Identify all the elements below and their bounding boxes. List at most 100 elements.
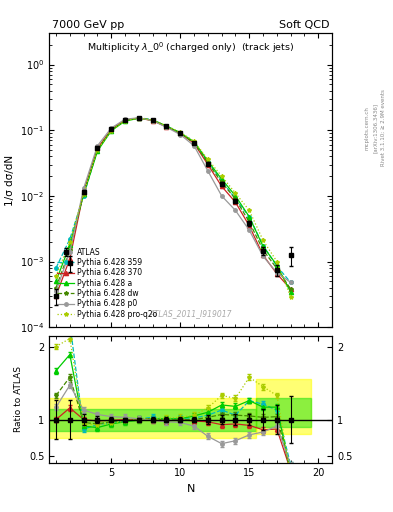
Pythia 6.428 359 bbox=[81, 193, 86, 199]
Pythia 6.428 dw bbox=[136, 115, 141, 121]
Pythia 6.428 pro-q2o bbox=[95, 147, 100, 153]
Pythia 6.428 dw bbox=[275, 266, 279, 272]
Pythia 6.428 p0 bbox=[68, 249, 72, 255]
Pythia 6.428 p0 bbox=[178, 132, 183, 138]
Pythia 6.428 pro-q2o bbox=[109, 127, 114, 134]
Line: Pythia 6.428 pro-q2o: Pythia 6.428 pro-q2o bbox=[54, 116, 293, 299]
Pythia 6.428 359 bbox=[275, 263, 279, 269]
Pythia 6.428 370 bbox=[136, 115, 141, 121]
Pythia 6.428 370 bbox=[288, 286, 293, 292]
Legend: ATLAS, Pythia 6.428 359, Pythia 6.428 370, Pythia 6.428 a, Pythia 6.428 dw, Pyth: ATLAS, Pythia 6.428 359, Pythia 6.428 37… bbox=[56, 246, 159, 321]
Pythia 6.428 dw bbox=[123, 117, 127, 123]
Pythia 6.428 370 bbox=[150, 118, 155, 124]
Pythia 6.428 dw bbox=[288, 286, 293, 292]
Pythia 6.428 a bbox=[275, 262, 279, 268]
Text: [arXiv:1306.3436]: [arXiv:1306.3436] bbox=[373, 103, 378, 153]
Pythia 6.428 370 bbox=[275, 271, 279, 277]
Pythia 6.428 pro-q2o bbox=[68, 239, 72, 245]
Text: ATLAS_2011_I919017: ATLAS_2011_I919017 bbox=[149, 309, 232, 318]
Pythia 6.428 a bbox=[206, 158, 210, 164]
Pythia 6.428 370 bbox=[109, 126, 114, 133]
Pythia 6.428 359 bbox=[123, 118, 127, 124]
Pythia 6.428 dw bbox=[150, 117, 155, 123]
Line: Pythia 6.428 dw: Pythia 6.428 dw bbox=[54, 116, 293, 291]
Pythia 6.428 pro-q2o bbox=[275, 259, 279, 265]
Y-axis label: Ratio to ATLAS: Ratio to ATLAS bbox=[14, 367, 23, 433]
Pythia 6.428 359 bbox=[247, 214, 252, 220]
Pythia 6.428 a bbox=[233, 193, 238, 199]
Pythia 6.428 359 bbox=[233, 196, 238, 202]
Line: Pythia 6.428 359: Pythia 6.428 359 bbox=[54, 116, 292, 284]
Pythia 6.428 pro-q2o bbox=[178, 129, 183, 135]
Pythia 6.428 370 bbox=[54, 293, 59, 299]
Pythia 6.428 dw bbox=[219, 179, 224, 185]
Pythia 6.428 a bbox=[150, 117, 155, 123]
Pythia 6.428 pro-q2o bbox=[54, 273, 59, 279]
Pythia 6.428 pro-q2o bbox=[247, 207, 252, 214]
Pythia 6.428 dw bbox=[54, 285, 59, 291]
Pythia 6.428 p0 bbox=[109, 125, 114, 131]
Pythia 6.428 359 bbox=[68, 236, 72, 242]
Pythia 6.428 370 bbox=[178, 130, 183, 136]
Pythia 6.428 p0 bbox=[219, 193, 224, 199]
Pythia 6.428 dw bbox=[81, 190, 86, 196]
Pythia 6.428 pro-q2o bbox=[123, 118, 127, 124]
Pythia 6.428 p0 bbox=[81, 185, 86, 191]
Pythia 6.428 p0 bbox=[206, 168, 210, 174]
Pythia 6.428 370 bbox=[123, 117, 127, 123]
Bar bbox=[49, 398, 256, 438]
Text: mcplots.cern.ch: mcplots.cern.ch bbox=[365, 106, 370, 150]
Pythia 6.428 370 bbox=[95, 145, 100, 152]
Bar bbox=[49, 409, 256, 431]
Pythia 6.428 dw bbox=[247, 219, 252, 225]
Pythia 6.428 a bbox=[219, 176, 224, 182]
Pythia 6.428 dw bbox=[206, 160, 210, 166]
Pythia 6.428 a bbox=[164, 123, 169, 129]
Pythia 6.428 pro-q2o bbox=[164, 123, 169, 129]
Pythia 6.428 a bbox=[136, 115, 141, 121]
Pythia 6.428 a bbox=[247, 214, 252, 220]
Pythia 6.428 359 bbox=[109, 127, 114, 133]
Pythia 6.428 dw bbox=[109, 127, 114, 133]
Pythia 6.428 a bbox=[261, 243, 265, 249]
Pythia 6.428 p0 bbox=[164, 124, 169, 131]
Pythia 6.428 370 bbox=[68, 255, 72, 262]
Pythia 6.428 dw bbox=[95, 146, 100, 153]
Pythia 6.428 p0 bbox=[288, 280, 293, 286]
Pythia 6.428 359 bbox=[54, 265, 59, 271]
Pythia 6.428 a bbox=[192, 139, 196, 145]
Line: Pythia 6.428 a: Pythia 6.428 a bbox=[54, 116, 293, 294]
Pythia 6.428 dw bbox=[164, 123, 169, 130]
Pythia 6.428 370 bbox=[81, 189, 86, 195]
Text: Multiplicity $\lambda\_0^0$ (charged only)  (track jets): Multiplicity $\lambda\_0^0$ (charged onl… bbox=[87, 40, 294, 55]
Pythia 6.428 dw bbox=[68, 247, 72, 253]
Pythia 6.428 359 bbox=[261, 243, 265, 249]
Pythia 6.428 p0 bbox=[261, 253, 265, 260]
Pythia 6.428 pro-q2o bbox=[233, 190, 238, 196]
Pythia 6.428 p0 bbox=[123, 116, 127, 122]
Pythia 6.428 359 bbox=[178, 130, 183, 136]
Pythia 6.428 359 bbox=[164, 123, 169, 130]
Pythia 6.428 p0 bbox=[54, 288, 59, 294]
Pythia 6.428 370 bbox=[247, 223, 252, 229]
Pythia 6.428 a bbox=[81, 191, 86, 198]
Pythia 6.428 359 bbox=[136, 115, 141, 121]
Text: Soft QCD: Soft QCD bbox=[279, 20, 329, 30]
Pythia 6.428 pro-q2o bbox=[206, 156, 210, 162]
Bar bbox=[256, 379, 311, 434]
Pythia 6.428 pro-q2o bbox=[192, 138, 196, 144]
Pythia 6.428 359 bbox=[95, 147, 100, 153]
Pythia 6.428 dw bbox=[261, 247, 265, 253]
Pythia 6.428 359 bbox=[150, 117, 155, 123]
Pythia 6.428 a bbox=[95, 148, 100, 154]
Pythia 6.428 a bbox=[68, 242, 72, 248]
Pythia 6.428 pro-q2o bbox=[136, 115, 141, 121]
Pythia 6.428 a bbox=[54, 278, 59, 284]
Pythia 6.428 359 bbox=[219, 178, 224, 184]
Pythia 6.428 359 bbox=[192, 139, 196, 145]
Pythia 6.428 359 bbox=[206, 159, 210, 165]
X-axis label: N: N bbox=[186, 484, 195, 494]
Pythia 6.428 dw bbox=[178, 130, 183, 136]
Text: Rivet 3.1.10; ≥ 2.9M events: Rivet 3.1.10; ≥ 2.9M events bbox=[381, 90, 386, 166]
Pythia 6.428 370 bbox=[206, 161, 210, 167]
